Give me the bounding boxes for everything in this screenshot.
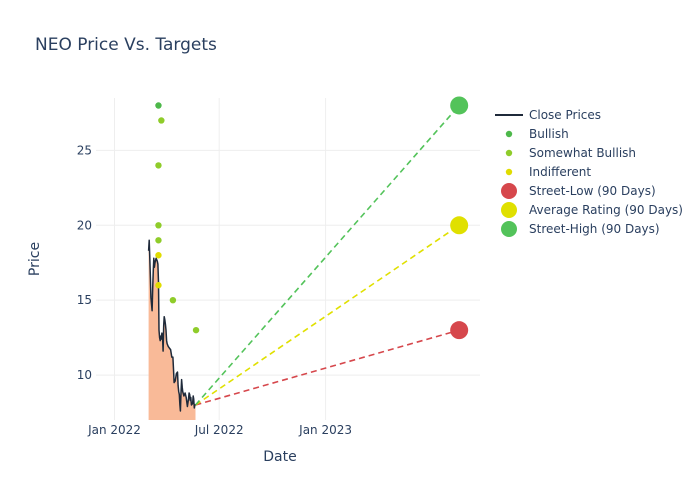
street-high-90-days-marker	[450, 96, 469, 115]
rating-markers	[155, 96, 469, 340]
somewhat-bullish-marker	[192, 326, 200, 334]
legend-label: Indifferent	[529, 165, 591, 179]
average-rating-90-days-line	[195, 224, 460, 406]
x-tick-label: Jan 2022	[87, 423, 141, 437]
legend-label: Average Rating (90 Days)	[529, 203, 683, 217]
indifferent-marker	[155, 282, 162, 289]
x-tick-label: Jan 2023	[298, 423, 352, 437]
indifferent-marker	[155, 252, 162, 259]
somewhat-bullish-marker	[155, 237, 162, 244]
legend-item-somewhat-bullish[interactable]: Somewhat Bullish	[505, 146, 636, 160]
legend-label: Somewhat Bullish	[529, 146, 636, 160]
legend-label: Bullish	[529, 127, 569, 141]
street-high-90-days-line	[194, 104, 460, 406]
legend-label: Street-High (90 Days)	[529, 222, 660, 236]
legend-item-close-prices[interactable]: Close Prices	[495, 108, 601, 122]
target-lines	[194, 104, 460, 406]
y-tick-label: 25	[77, 143, 92, 157]
y-axis-label: Price	[27, 242, 43, 276]
legend-item-average-rating-90-days[interactable]: Average Rating (90 Days)	[501, 202, 683, 218]
somewhat-bullish-marker	[169, 296, 177, 304]
close-price-area-fill	[148, 240, 196, 420]
legend-label: Close Prices	[529, 108, 601, 122]
close-price-line-path	[147, 239, 196, 412]
legend-item-street-high-90-days[interactable]: Street-High (90 Days)	[501, 221, 660, 237]
close-price-area	[148, 240, 196, 420]
chart-title: NEO Price Vs. Targets	[35, 35, 217, 55]
legend-swatch	[505, 130, 513, 138]
legend[interactable]: Close Prices Bullish Somewhat Bullish Indif…	[495, 108, 683, 237]
street-low-90-days-line	[195, 329, 460, 406]
axes: 10 15 20 25 Jan 2022 Jul 2022 Jan 2023	[77, 143, 352, 437]
somewhat-bullish-marker	[158, 117, 165, 124]
bullish-marker	[155, 102, 162, 109]
close-price-line	[147, 239, 196, 412]
legend-item-street-low-90-days[interactable]: Street-Low (90 Days)	[501, 183, 656, 199]
y-tick-label: 20	[77, 218, 92, 232]
legend-swatch	[505, 149, 513, 157]
legend-swatch	[501, 183, 517, 199]
somewhat-bullish-marker	[155, 162, 162, 169]
legend-item-bullish[interactable]: Bullish	[505, 127, 569, 141]
street-low-90-days-marker	[450, 321, 469, 340]
legend-label: Street-Low (90 Days)	[529, 184, 656, 198]
x-axis-label: Date	[263, 449, 296, 465]
y-tick-label: 10	[77, 368, 92, 382]
legend-swatch	[501, 202, 517, 218]
legend-item-indifferent[interactable]: Indifferent	[505, 165, 592, 179]
legend-swatch	[501, 221, 517, 237]
average-rating-90-days-marker	[450, 216, 469, 235]
y-tick-label: 15	[77, 293, 92, 307]
legend-swatch	[505, 168, 513, 176]
x-tick-label: Jul 2022	[194, 423, 244, 437]
somewhat-bullish-marker	[155, 222, 162, 229]
